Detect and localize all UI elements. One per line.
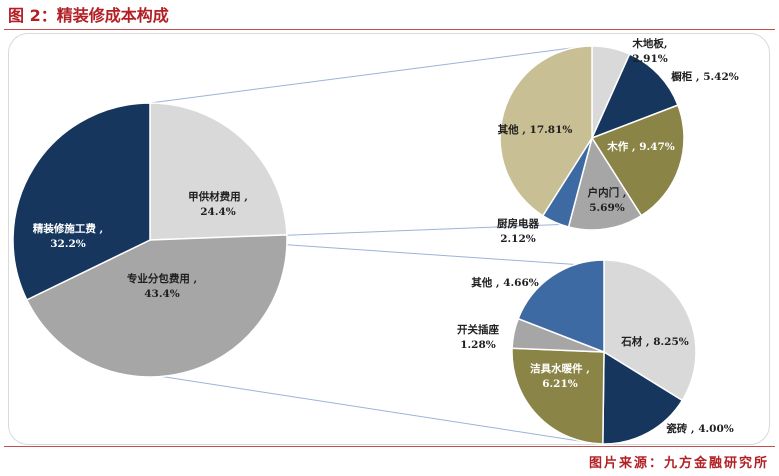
connector-line-1	[149, 46, 577, 104]
slice-label-jiagong-5: 厨房电器 2.12%	[497, 217, 539, 245]
pie-slice-jiagong-3	[590, 104, 685, 217]
slice-label-jiagong-2: 橱柜 , 5.42%	[671, 70, 739, 83]
slice-label-jiagong-1: 木地板, 2.91%	[631, 37, 667, 65]
page-title: 图 2：精装修成本构成	[8, 6, 169, 25]
pie-slice-main-3	[12, 102, 151, 301]
slice-label-fenbao-4: 开关插座 1.28%	[457, 323, 499, 351]
connector-line-3	[286, 244, 576, 265]
slice-label-fenbao-1: 石材 , 8.25%	[620, 335, 689, 348]
pie-slice-jiagong-6	[499, 45, 593, 217]
slice-label-jiagong-4: 户内门 , 5.69%	[587, 186, 627, 214]
pie-fenbao	[511, 259, 697, 445]
slice-label-jiagong-6: 其他 , 17.81%	[498, 123, 573, 136]
pie-slice-jiagong-2	[590, 53, 679, 140]
slice-label-fenbao-3: 洁具水暖件 , 6.21%	[530, 362, 590, 390]
connector-line-4	[161, 376, 597, 445]
slice-label-fenbao-5: 其他 , 4.66%	[471, 276, 539, 289]
pie-jiagong	[499, 45, 685, 231]
bottom-divider	[4, 446, 775, 447]
pie-slice-main-2	[25, 234, 288, 378]
source-note: 图片来源：九方金融研究所	[588, 456, 769, 471]
connector-line-2	[286, 224, 561, 236]
slice-label-main-1: 甲供材费用 , 24.4%	[188, 190, 248, 218]
pie-slice-fenbao-1	[603, 259, 697, 402]
pie-slice-jiagong-4	[567, 136, 643, 231]
pie-slice-main-1	[149, 102, 288, 241]
pie-main	[12, 102, 288, 378]
slice-label-fenbao-2: 瓷砖 , 4.00%	[666, 422, 734, 435]
pie-slice-fenbao-5	[517, 259, 605, 354]
pie-slice-fenbao-3	[511, 347, 605, 445]
pie-slice-fenbao-2	[602, 350, 684, 445]
slice-label-main-3: 精装修施工费 , 32.2%	[33, 222, 103, 250]
slice-label-main-2: 专业分包费用 , 43.4%	[127, 272, 197, 300]
slice-label-jiagong-3: 木作 , 9.47%	[606, 140, 675, 153]
top-divider	[4, 29, 775, 30]
